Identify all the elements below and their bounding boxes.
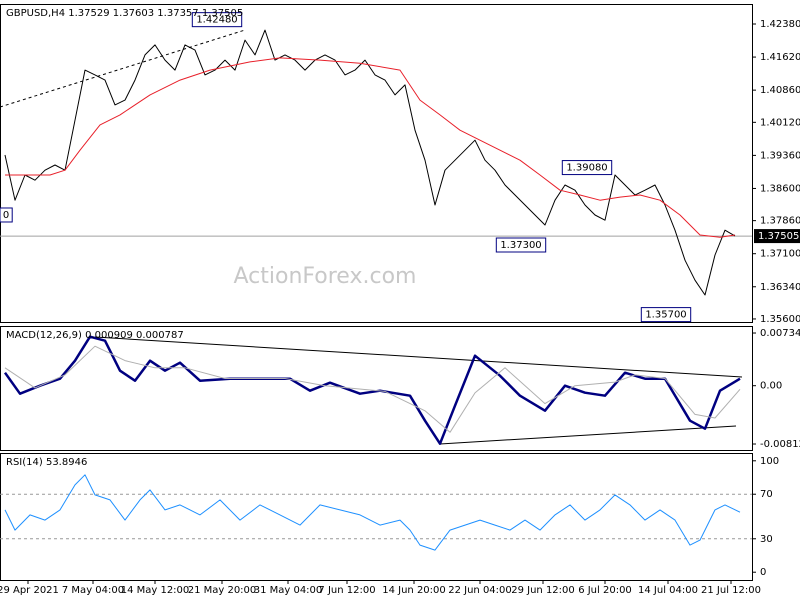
y-tick-label: 100 xyxy=(760,456,779,467)
panel-title: RSI(14) 53.8946 xyxy=(6,457,87,468)
annotation-box xyxy=(191,12,243,28)
panel-border xyxy=(0,326,753,451)
x-tick-label: 21 Jul 12:00 xyxy=(701,585,761,596)
x-tick-label: 31 May 04:00 xyxy=(254,585,323,596)
x-tick-label: 22 Jun 04:00 xyxy=(448,585,512,596)
series-line xyxy=(4,474,741,551)
last-price-box xyxy=(754,229,800,244)
x-tick-label: 21 May 20:00 xyxy=(188,585,257,596)
y-tick-label: 0 xyxy=(760,567,766,578)
trend-line xyxy=(0,29,246,108)
x-tick-label: 7 May 04:00 xyxy=(62,585,124,596)
x-tick-label: 29 Jun 12:00 xyxy=(511,585,575,596)
panel-title: MACD(12,26,9) 0.000909 0.000787 xyxy=(6,330,184,341)
annotation-label: 1.39080 xyxy=(566,163,607,174)
last-price-label: 1.37505 xyxy=(758,231,799,242)
x-tick-label: 14 Jul 04:00 xyxy=(638,585,698,596)
trend-line xyxy=(439,425,737,445)
y-tick-label: 30 xyxy=(760,534,773,545)
series-line xyxy=(3,335,741,445)
series-line xyxy=(4,29,736,296)
y-tick-label: 1.40120 xyxy=(760,117,800,128)
y-tick-label: 1.40860 xyxy=(760,85,800,96)
y-tick-label: 1.37860 xyxy=(760,216,800,227)
y-tick-label: 1.39360 xyxy=(760,150,800,161)
annotation-label: 1.37300 xyxy=(500,240,541,251)
y-tick-label: 1.42380 xyxy=(760,19,800,30)
annotation-box xyxy=(495,237,547,253)
y-tick-label: 1.37100 xyxy=(760,249,800,260)
annotation-box xyxy=(561,160,613,176)
y-tick-label: 1.35600 xyxy=(760,314,800,325)
panel-border xyxy=(0,453,753,581)
panel-border xyxy=(0,4,753,323)
x-tick-label: 29 Apr 2021 xyxy=(0,585,59,596)
series-line xyxy=(4,345,741,433)
annotation-box xyxy=(640,307,692,323)
y-tick-label: -0.008126 xyxy=(760,439,800,450)
x-tick-label: 14 May 12:00 xyxy=(121,585,190,596)
x-tick-label: 6 Jul 20:00 xyxy=(578,585,632,596)
y-tick-label: 0.007342 xyxy=(760,328,800,339)
y-tick-label: 70 xyxy=(760,489,773,500)
y-tick-label: 1.38600 xyxy=(760,183,800,194)
annotation-label: 1.35700 xyxy=(645,310,686,321)
watermark: ActionForex.com xyxy=(234,264,417,289)
x-tick-label: 14 Jun 20:00 xyxy=(382,585,446,596)
y-tick-label: 0.00 xyxy=(760,381,782,392)
series-line xyxy=(5,57,736,238)
annotation-box xyxy=(0,207,13,223)
annotation-label: 1.42480 xyxy=(196,15,237,26)
panel-title: GBPUSD,H4 1.37529 1.37603 1.37357 1.3750… xyxy=(6,8,243,19)
y-tick-label: 1.41620 xyxy=(760,52,800,63)
annotation-label: 0 xyxy=(3,210,9,221)
x-tick-label: 7 Jun 12:00 xyxy=(318,585,375,596)
trend-line xyxy=(94,336,743,378)
y-tick-label: 1.36340 xyxy=(760,282,800,293)
